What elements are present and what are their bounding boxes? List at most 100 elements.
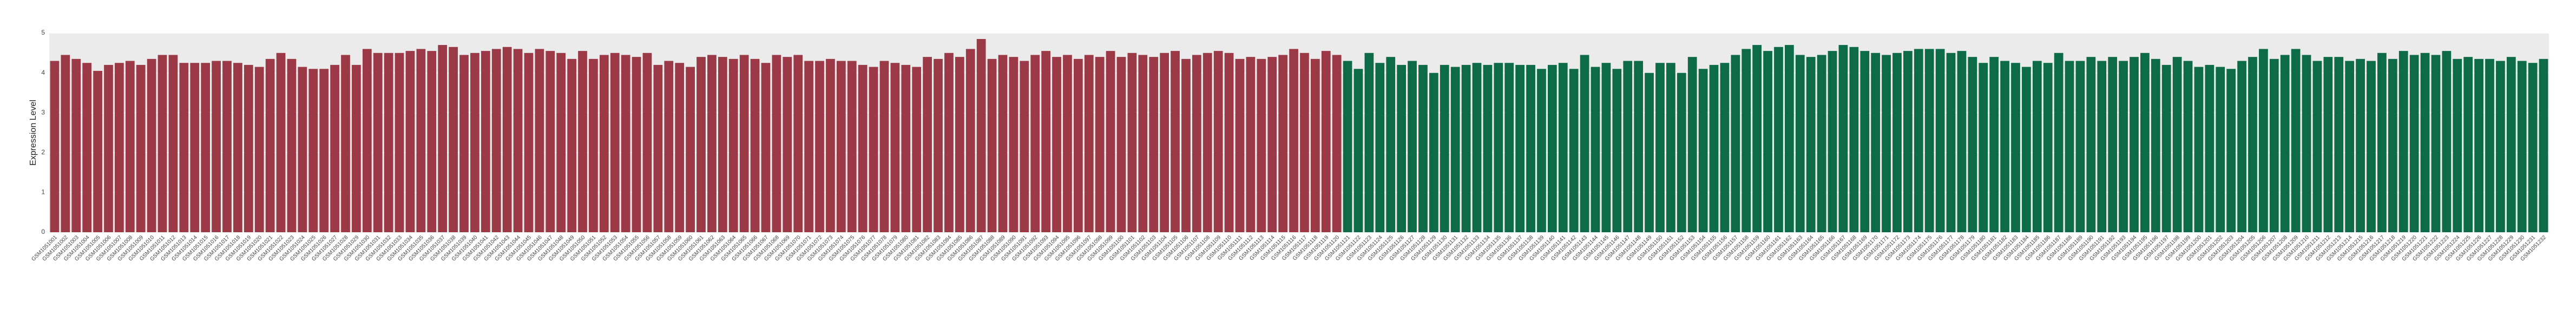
bar	[1612, 69, 1622, 233]
bar	[847, 61, 857, 233]
bar	[1289, 49, 1298, 232]
bar	[1278, 55, 1287, 232]
bar	[1343, 61, 1352, 233]
bar	[168, 55, 178, 232]
bar	[222, 61, 232, 233]
bar	[2054, 53, 2064, 233]
bar	[1526, 64, 1535, 232]
bar	[869, 67, 878, 232]
bar	[1655, 63, 1665, 232]
y-tick-label: 3	[41, 108, 45, 116]
bar	[1483, 64, 1493, 232]
bar	[739, 55, 749, 232]
bar	[2140, 53, 2150, 233]
bar	[1052, 57, 1061, 232]
bar	[1472, 63, 1482, 232]
bar	[276, 53, 286, 233]
bar	[1580, 55, 1589, 232]
bar	[836, 61, 846, 233]
bar	[2474, 58, 2483, 232]
bar	[2065, 61, 2074, 233]
bar	[395, 53, 404, 233]
bar	[1224, 53, 1234, 233]
bar	[1171, 51, 1180, 233]
bar	[1828, 51, 1837, 233]
bar	[653, 64, 663, 232]
bar	[1440, 64, 1449, 232]
bar	[373, 53, 383, 233]
bar	[696, 57, 706, 232]
bar	[2151, 58, 2160, 232]
bar	[1386, 57, 1396, 232]
bar	[686, 67, 695, 232]
bar	[1116, 57, 1126, 232]
bar	[1806, 57, 1816, 232]
bar	[179, 63, 189, 232]
bar	[599, 55, 609, 232]
bar	[254, 67, 264, 232]
bar	[287, 58, 297, 232]
bar	[858, 64, 868, 232]
bar	[244, 64, 253, 232]
bar	[449, 47, 458, 232]
bar	[502, 47, 512, 232]
bar	[2043, 63, 2053, 232]
bar	[1267, 57, 1277, 232]
bar	[2367, 61, 2376, 233]
bar	[1300, 53, 1309, 233]
y-tick-label: 5	[41, 29, 45, 36]
bar	[1106, 51, 1115, 233]
bar	[2130, 57, 2139, 232]
bar	[265, 58, 275, 232]
bar	[2161, 64, 2171, 232]
bar	[384, 53, 393, 233]
bar	[1989, 57, 1999, 232]
bar	[1149, 57, 1159, 232]
bar	[728, 58, 738, 232]
bar	[1935, 49, 1945, 232]
bar	[1181, 58, 1191, 232]
bar	[2237, 61, 2246, 233]
bar	[1558, 63, 1568, 232]
bar	[610, 53, 620, 233]
bar	[93, 70, 102, 233]
bar	[783, 57, 792, 232]
bar	[2442, 51, 2452, 233]
bar	[438, 45, 448, 232]
bar	[2172, 57, 2182, 232]
y-tick-label: 2	[41, 148, 45, 156]
bar	[2032, 61, 2042, 233]
bar	[2119, 61, 2128, 233]
bar	[319, 69, 329, 233]
bar	[934, 58, 943, 232]
bar	[1903, 51, 1913, 233]
bar	[707, 55, 717, 232]
bar	[1537, 69, 1546, 233]
bar	[1192, 55, 1201, 232]
y-axis-title: Expression Level	[29, 100, 38, 166]
bar	[1041, 51, 1050, 233]
bar	[298, 67, 307, 232]
bar	[1914, 49, 1923, 232]
bar	[513, 49, 523, 232]
bar	[50, 61, 60, 233]
bar	[2463, 57, 2473, 232]
bar	[1494, 63, 1503, 232]
bar	[1979, 63, 1988, 232]
bar	[2108, 57, 2118, 232]
y-tick-label: 1	[41, 188, 45, 196]
bar	[2000, 61, 2009, 233]
bar	[1127, 53, 1137, 233]
bar	[1515, 64, 1525, 232]
bar	[976, 39, 986, 232]
bar	[578, 51, 587, 233]
bar	[556, 53, 566, 233]
bar	[2022, 67, 2031, 232]
bar	[2097, 61, 2107, 233]
bar	[71, 58, 81, 232]
bar	[1063, 55, 1072, 232]
bar	[1138, 55, 1148, 232]
bar	[362, 49, 372, 232]
bar	[1763, 51, 1772, 233]
bar	[923, 57, 932, 232]
